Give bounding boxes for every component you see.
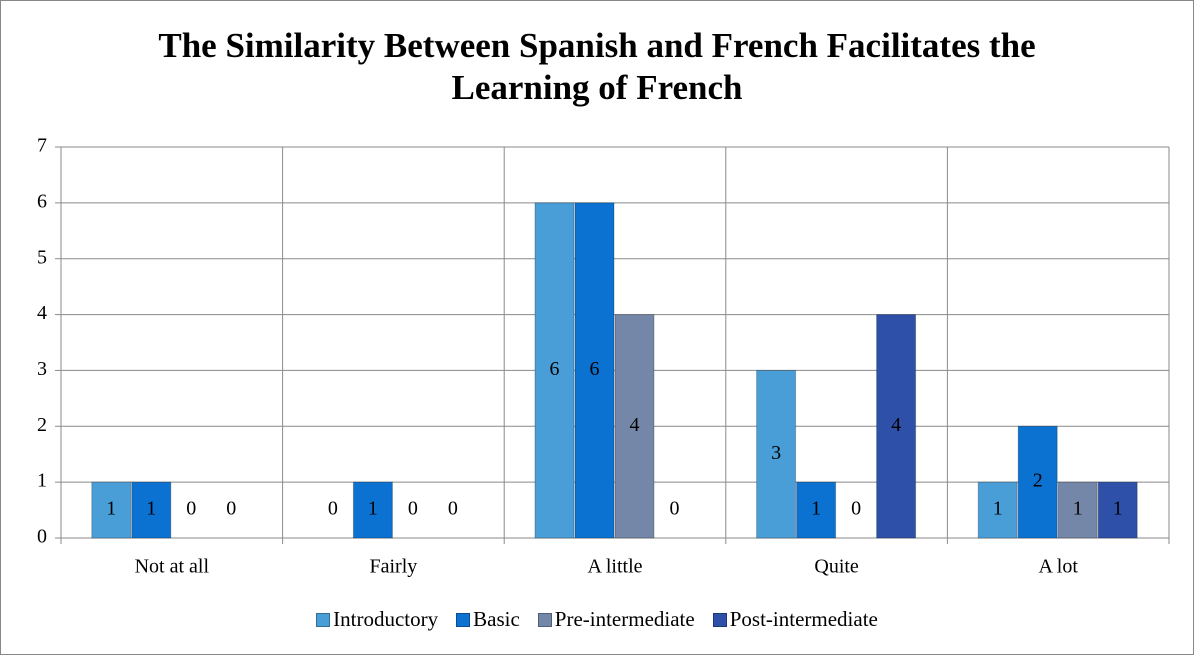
- data-label: 3: [771, 442, 781, 464]
- data-label: 0: [226, 498, 236, 520]
- bar: [977, 481, 1018, 539]
- bar: [1097, 481, 1138, 539]
- data-label: 0: [186, 498, 196, 520]
- legend-label: Introductory: [333, 607, 439, 631]
- legend: Introductory Basic Pre-intermediate Post-in…: [1, 607, 1193, 632]
- y-tick-label: 1: [37, 470, 47, 492]
- data-label: 1: [106, 498, 116, 520]
- y-tick-label: 5: [37, 246, 47, 268]
- data-label: 6: [590, 358, 600, 380]
- data-label: 0: [408, 498, 418, 520]
- chart-title: The Similarity Between Spanish and Frenc…: [158, 26, 1036, 107]
- data-label: 0: [851, 498, 861, 520]
- y-tick-label: 4: [37, 302, 47, 324]
- bar: [534, 202, 575, 539]
- x-tick-label: Quite: [814, 556, 859, 578]
- data-label: 0: [670, 498, 680, 520]
- y-tick-label: 0: [37, 526, 47, 548]
- bar: [876, 314, 917, 539]
- data-label: 1: [368, 498, 378, 520]
- x-tick-label: A little: [588, 556, 643, 578]
- legend-item: Introductory: [316, 607, 438, 632]
- legend-item: Basic: [456, 607, 520, 632]
- bar: [796, 481, 837, 539]
- legend-label: Pre-intermediate: [554, 607, 695, 631]
- legend-item: Post-intermediate: [712, 607, 878, 632]
- bar: [574, 202, 615, 539]
- bar: [1057, 481, 1098, 539]
- data-label: 1: [993, 498, 1003, 520]
- y-tick-label: 7: [37, 135, 47, 157]
- legend-label: Post-intermediate: [729, 607, 878, 631]
- legend-swatch: [712, 612, 727, 627]
- y-tick-label: 2: [37, 414, 47, 436]
- bar: [91, 481, 132, 539]
- data-label: 0: [328, 498, 338, 520]
- legend-item: Pre-intermediate: [537, 607, 695, 632]
- data-label: 4: [630, 414, 640, 436]
- x-tick-label: Fairly: [370, 556, 418, 578]
- data-label: 0: [448, 498, 458, 520]
- data-label: 2: [1033, 470, 1043, 492]
- legend-swatch: [456, 612, 471, 627]
- data-label: 6: [550, 358, 560, 380]
- x-tick-label: A lot: [1038, 556, 1078, 578]
- bar: [352, 481, 393, 539]
- data-label: 4: [891, 414, 901, 436]
- data-label: 1: [811, 498, 821, 520]
- y-tick-label: 3: [37, 358, 47, 380]
- data-label: 1: [146, 498, 156, 520]
- data-label: 1: [1073, 498, 1083, 520]
- legend-swatch: [537, 612, 552, 627]
- data-label: 1: [1113, 498, 1123, 520]
- bar: [756, 369, 797, 539]
- legend-label: Basic: [473, 607, 520, 631]
- bar: [131, 481, 172, 539]
- x-tick-label: Not at all: [135, 556, 210, 578]
- legend-swatch: [316, 612, 331, 627]
- y-tick-label: 6: [37, 190, 47, 212]
- bar: [1017, 425, 1058, 539]
- bar: [614, 314, 655, 539]
